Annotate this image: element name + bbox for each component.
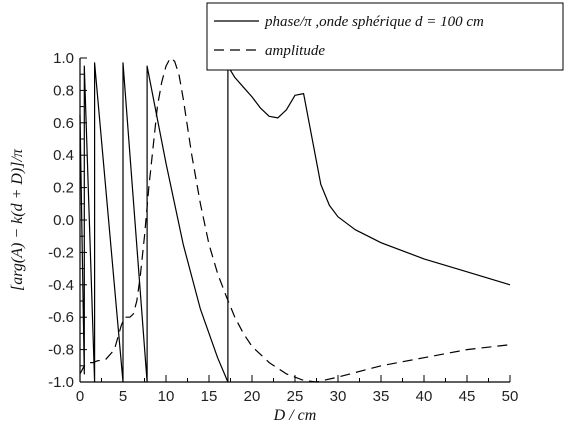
y-tick-label: 0.8 [53,82,74,99]
y-tick-label: -0.6 [48,309,74,326]
y-tick-label: 0.2 [53,180,74,197]
y-ticks: 1.0 0.8 0.6 0.4 0.2 0.0 -0.2 -0.4 -0.6 -0.8 -1.0 [48,50,87,391]
y-tick-label: 0.0 [53,212,74,229]
y-tick-label: -1.0 [48,374,74,391]
y-tick-label: 0.4 [53,147,74,164]
x-tick-label: 25 [287,388,304,405]
x-tick-label: 20 [244,388,261,405]
y-axis-label: [arg(A) − k(d + D)]/π [9,148,26,291]
series-phase-line [79,62,511,383]
axes: 0 5 10 15 20 25 30 35 40 45 50 1.0 0.8 0.6 0.4 0.2 0.0 -… [48,50,518,405]
y-tick-label: -0.4 [48,277,74,294]
x-tick-label: 40 [416,388,433,405]
y-tick-label: 0.6 [53,115,74,132]
x-axis-label: D / cm [273,407,317,424]
y-tick-label: -0.8 [48,342,74,359]
series-layer [79,57,511,383]
x-tick-label: 10 [158,388,175,405]
x-tick-label: 35 [373,388,390,405]
legend-box [206,2,564,71]
y-tick-label: 1.0 [53,50,74,67]
x-tick-label: 30 [330,388,347,405]
legend: phase/π ,onde sphérique d = 100 cm ampli… [206,2,564,71]
x-tick-label: 5 [119,388,127,405]
legend-label-amplitude: amplitude [265,43,325,59]
legend-label-phase: phase/π ,onde sphérique d = 100 cm [264,14,484,30]
x-tick-label: 50 [502,388,519,405]
x-ticks: 0 5 10 15 20 25 30 35 40 45 50 [76,375,519,405]
y-tick-label: -0.2 [48,244,74,261]
series-amplitude-line [79,57,511,383]
x-tick-label: 0 [76,388,84,405]
x-tick-label: 15 [201,388,218,405]
x-tick-label: 45 [459,388,476,405]
